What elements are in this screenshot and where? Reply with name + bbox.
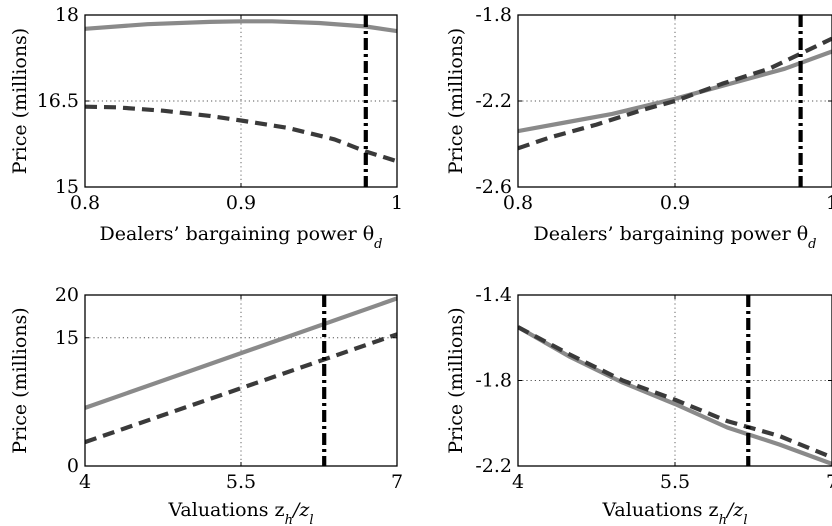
panel-br: 4 5.5 7 -2.2 -1.8 -1.4 Price (millions) Valuati…: [445, 284, 832, 526]
x-axis-title-fraction: /z: [725, 499, 744, 521]
x-tick-label: 4: [79, 471, 91, 493]
x-tick-label: 0.9: [226, 192, 256, 214]
y-tick-label: 0: [67, 455, 79, 477]
x-axis-title-fraction: /z: [291, 499, 310, 521]
y-axis-title: Price (millions): [445, 307, 467, 453]
y-tick-label: 16.5: [37, 90, 79, 112]
series-line-solid-gray: [85, 296, 397, 410]
x-axis-title-subscript: h: [719, 513, 727, 526]
y-axis-title: Price (millions): [445, 28, 467, 174]
series-line-dashed-dark: [85, 104, 397, 164]
x-axis-title-subscript: h: [285, 513, 293, 526]
y-tick-label: -1.8: [475, 4, 512, 26]
y-tick-label: 20: [55, 284, 79, 306]
series-line-dashed-dark: [85, 332, 397, 445]
x-tick-label: 0.9: [660, 192, 690, 214]
series-line-dashed-dark: [518, 36, 832, 151]
panel-bl: 4 5.5 7 0 15 20 Price (millions) Valuations zh/…: [9, 284, 403, 526]
x-tick-label: 4: [512, 471, 524, 493]
x-axis-title-text: Dealers’ bargaining power θ: [100, 223, 375, 245]
x-axis-title-text: Dealers’ bargaining power θ: [534, 223, 809, 245]
series-line-solid-gray: [518, 325, 832, 466]
x-axis-title-subscript: l: [743, 513, 747, 526]
y-tick-label: 15: [55, 327, 79, 349]
series-line-solid-gray: [518, 49, 832, 134]
x-tick-label: 0.8: [503, 192, 533, 214]
x-tick-label: 5.5: [226, 471, 256, 493]
x-tick-label: 7: [826, 471, 832, 493]
x-tick-label: 0.8: [70, 192, 100, 214]
y-tick-label: -1.8: [475, 370, 512, 392]
x-axis-title: Dealers’ bargaining power θd: [100, 223, 383, 252]
x-tick-label: 1: [826, 192, 832, 214]
y-tick-label: 18: [55, 4, 79, 26]
x-axis-title: Dealers’ bargaining power θd: [534, 223, 817, 252]
x-axis-title: Valuations zh/zl: [601, 499, 747, 526]
x-tick-label: 1: [391, 192, 403, 214]
y-tick-label: -2.6: [475, 176, 512, 198]
y-tick-label: 15: [55, 176, 79, 198]
series-line-dashed-dark: [518, 325, 832, 460]
y-axis-title: Price (millions): [9, 307, 31, 453]
panel-tl: 0.8 0.9 1 15 16.5 18 Price (millions) Dealers’ …: [9, 4, 403, 252]
y-tick-label: -1.4: [475, 284, 512, 306]
x-axis-title-subscript: d: [808, 237, 816, 252]
y-axis-title: Price (millions): [9, 28, 31, 174]
x-tick-label: 7: [391, 471, 403, 493]
x-axis-title-subscript: d: [374, 237, 382, 252]
y-tick-label: -2.2: [475, 90, 512, 112]
x-axis-title-text: Valuations z: [167, 499, 284, 521]
series-line-solid-gray: [85, 19, 397, 34]
panel-tr: 0.8 0.9 1 -2.6 -2.2 -1.8 Price (millions) Deale…: [445, 4, 832, 252]
x-tick-label: 5.5: [660, 471, 690, 493]
x-axis-title: Valuations zh/zl: [167, 499, 313, 526]
y-tick-label: -2.2: [475, 455, 512, 477]
x-axis-title-text: Valuations z: [601, 499, 718, 521]
x-axis-title-subscript: l: [309, 513, 313, 526]
